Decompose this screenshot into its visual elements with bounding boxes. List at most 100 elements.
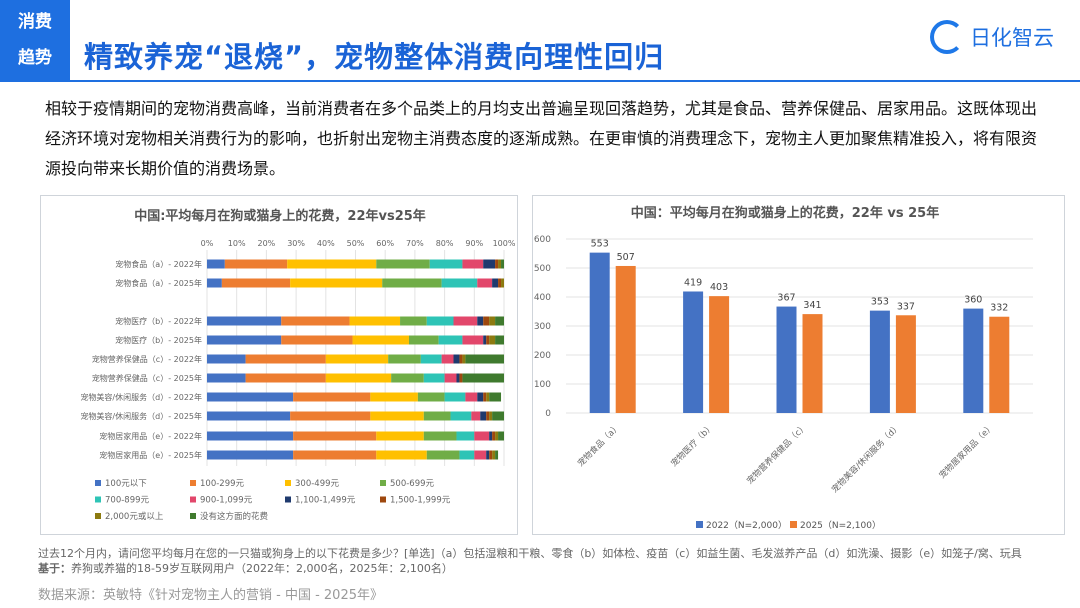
bar-segment <box>489 431 493 441</box>
bar-segment <box>207 431 294 441</box>
bar-segment <box>477 278 493 288</box>
bar-segment <box>501 278 504 288</box>
bar-segment <box>281 316 350 326</box>
bar-segment <box>492 278 499 288</box>
data-label: 419 <box>684 277 702 288</box>
stacked-bar-chart: 中国:平均每月在狗或猫身上的花费，22年vs25年 0% 10% 20% 30% 40% 5… <box>80 208 516 522</box>
x-tick-label: 100% <box>493 239 516 248</box>
bar-segment <box>423 411 451 421</box>
legend-swatch <box>190 480 196 486</box>
category-label: 宠物营养保健品（c）- 2025年 <box>92 373 202 383</box>
tag-line-1: 消费 <box>18 12 52 32</box>
bar-segment <box>453 354 460 364</box>
bar-segment <box>293 450 377 460</box>
bar-segment <box>486 411 490 421</box>
legend-label: 700-899元 <box>105 496 150 506</box>
legend-label: 2022（N=2,000） <box>706 520 787 531</box>
data-label: 403 <box>710 282 728 293</box>
chart-title: 中国:平均每月在狗或猫身上的花费，22年vs25年 <box>134 208 426 224</box>
category-label: 宠物医疗（b） <box>669 421 717 469</box>
legend-swatch <box>190 513 196 519</box>
bar-segment <box>483 316 490 326</box>
bar-segment <box>444 373 457 383</box>
bar-segment <box>459 354 463 364</box>
bar-segment <box>495 316 504 326</box>
base-text: 养狗或养猫的18-59岁互联网用户（2022年：2,000名，2025年：2,1… <box>71 562 453 575</box>
data-label: 507 <box>617 252 635 263</box>
bar-segment <box>441 354 454 364</box>
bar-segment <box>495 431 499 441</box>
x-tick-label: 60% <box>376 239 394 248</box>
bar-segment <box>459 373 463 383</box>
bar <box>615 265 636 413</box>
intro-paragraph: 相较于疫情期间的宠物消费高峰，当前消费者在多个品类上的月均支出普遍呈现回落趋势，… <box>45 99 1038 178</box>
base-label: 基于： <box>38 562 71 575</box>
legend-swatch <box>95 480 101 486</box>
bar-segment <box>441 278 478 288</box>
bar-segment <box>492 411 504 421</box>
logo-text: 日化智云 <box>970 26 1054 50</box>
bar-segment <box>459 450 475 460</box>
bar-segment <box>465 354 504 364</box>
category-label: 宠物居家用品（e）- 2022年 <box>99 431 202 441</box>
legend-swatch <box>95 513 101 519</box>
bar-segment <box>456 373 460 383</box>
bar-segment <box>423 373 445 383</box>
bar-segment <box>245 354 326 364</box>
bar-segment <box>444 392 466 402</box>
footnote-question: 过去12个月内，请问您平均每月在您的一只猫或狗身上的以下花费是多少？[单选]（a… <box>38 547 1022 560</box>
bar-segment <box>489 450 493 460</box>
bar-segment <box>489 411 493 421</box>
bar-segment <box>492 431 496 441</box>
bar-segment <box>207 373 246 383</box>
data-label: 367 <box>777 293 795 304</box>
bar-segment <box>224 259 288 269</box>
bar-segment <box>426 450 460 460</box>
bar-segment <box>483 392 487 402</box>
legend-swatch <box>696 521 703 528</box>
bar-segment <box>465 392 478 402</box>
bar-segment <box>474 450 487 460</box>
bar-segment <box>495 450 499 460</box>
legend-swatch <box>380 480 386 486</box>
bar-segment <box>498 259 502 269</box>
bar <box>802 314 823 413</box>
bar-segment <box>498 431 504 441</box>
bar-segment <box>207 354 246 364</box>
bar-segment <box>489 316 496 326</box>
bar-segment <box>498 278 502 288</box>
bar-segment <box>438 335 463 345</box>
bar-segment <box>325 354 389 364</box>
bar-segment <box>477 316 484 326</box>
bar <box>989 316 1010 413</box>
section-tag: 消费 趋势 <box>0 0 70 80</box>
x-tick-label: 0% <box>201 239 214 248</box>
bar-segment <box>221 278 291 288</box>
bar-segment <box>426 316 454 326</box>
category-label: 宠物居家用品（e）- 2025年 <box>99 450 202 460</box>
y-tick-label: 600 <box>534 235 551 245</box>
category-label: 宠物美容/休闲服务（d）- 2025年 <box>80 411 202 421</box>
grouped-bar-chart: 中国：平均每月在狗或猫身上的花费，22年 vs 25年 0 100 200 300 400… <box>534 205 1033 531</box>
data-label: 360 <box>964 295 982 306</box>
bar-segment <box>483 259 496 269</box>
bar-segment <box>245 373 326 383</box>
bar-segment <box>486 450 490 460</box>
footnote-base: 基于：养狗或养猫的18-59岁互联网用户（2022年：2,000名，2025年：… <box>38 560 453 576</box>
data-label: 332 <box>990 303 1008 314</box>
bar-segment <box>207 335 282 345</box>
bar-segment <box>207 450 294 460</box>
bar-segment <box>462 373 504 383</box>
category-label: 宠物营养保健品（c） <box>744 421 809 486</box>
y-tick-label: 0 <box>545 409 551 419</box>
bar-segment <box>480 411 487 421</box>
bar-segment <box>477 392 484 402</box>
bar-segment <box>207 316 282 326</box>
page-title: 精致养宠“退烧”，宠物整体消费向理性回归 <box>84 40 665 74</box>
header-divider <box>0 80 1080 82</box>
bar-segment <box>408 335 439 345</box>
bar <box>895 315 916 413</box>
legend-label: 1,500-1,999元 <box>390 496 451 506</box>
bar-segment <box>429 259 463 269</box>
category-label: 宠物美容/休闲服务（d）- 2022年 <box>80 392 202 402</box>
